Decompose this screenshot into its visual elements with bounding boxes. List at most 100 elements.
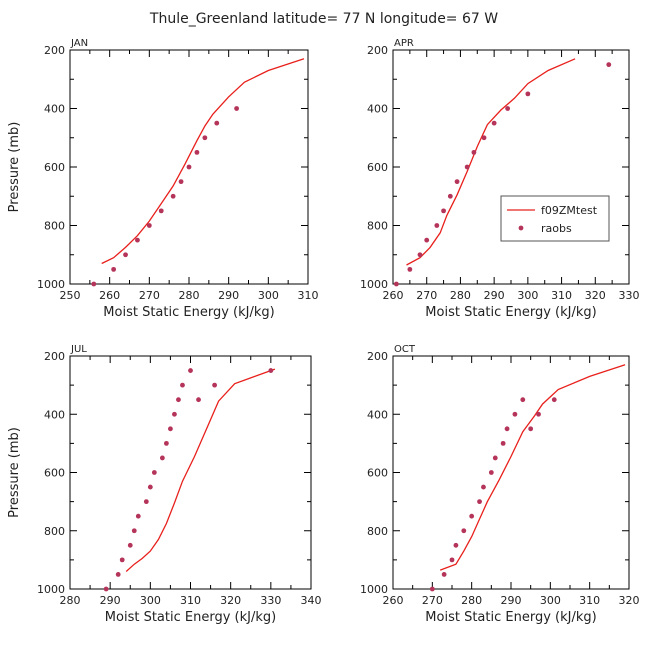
- x-tick-label: 300: [540, 594, 561, 607]
- x-tick-label: 320: [619, 594, 640, 607]
- plot-frame: [69, 355, 312, 590]
- panel-jul: 280 290 300 310 320 330 340 200 400 600 800 1000 JUL…: [7, 344, 322, 625]
- data-point-raobs: [454, 179, 460, 185]
- y-tick-label: 400: [44, 408, 65, 421]
- x-tick-label: 290: [218, 289, 239, 302]
- y-axis-label: Pressure (mb): [7, 122, 22, 213]
- y-tick-label: 800: [367, 220, 388, 233]
- data-point-raobs: [606, 62, 612, 68]
- x-axis-label: Moist Static Energy (kJ/kg): [425, 610, 596, 625]
- data-point-raobs: [164, 440, 169, 446]
- data-point-raobs: [135, 237, 140, 243]
- data-point-raobs: [111, 266, 117, 272]
- data-point-raobs: [186, 164, 192, 170]
- data-point-raobs: [393, 281, 399, 287]
- data-point-raobs: [441, 208, 446, 214]
- x-tick-label: 310: [551, 289, 572, 302]
- data-point-raobs: [504, 426, 510, 432]
- data-point-raobs: [464, 164, 470, 170]
- x-tick-label: 290: [100, 594, 121, 607]
- data-point-raobs: [520, 397, 526, 403]
- data-point-raobs: [424, 237, 430, 243]
- data-point-raobs: [429, 586, 435, 592]
- x-tick-label: 310: [180, 594, 201, 607]
- data-point-raobs: [551, 397, 557, 403]
- legend-box: [500, 195, 610, 242]
- y-tick-label: 200: [367, 350, 388, 363]
- y-tick-label: 200: [367, 44, 388, 57]
- y-tick-label: 1000: [37, 278, 65, 291]
- panel-jan: 250 260 270 280 290 300 310 200 400 600 800 1000 JAN…: [7, 38, 319, 320]
- data-point-raobs: [268, 368, 274, 373]
- data-point-raobs: [131, 528, 137, 534]
- data-point-raobs: [461, 528, 467, 534]
- y-tick-label: 1000: [360, 583, 388, 596]
- y-tick-label: 800: [44, 525, 65, 538]
- panel-label: APR: [394, 38, 414, 49]
- y-tick-label: 600: [44, 161, 65, 174]
- y-tick-label: 400: [367, 103, 388, 116]
- data-point-raobs: [168, 426, 173, 432]
- y-tick-label: 400: [367, 408, 388, 421]
- data-point-raobs: [471, 149, 477, 155]
- x-tick-label: 310: [298, 289, 319, 302]
- x-tick-label: 270: [422, 594, 443, 607]
- data-point-raobs: [505, 106, 511, 111]
- data-point-raobs: [407, 266, 413, 272]
- data-point-raobs: [488, 470, 494, 475]
- y-tick-label: 600: [44, 467, 65, 480]
- data-point-raobs: [194, 149, 200, 155]
- series-line-f09zmtest: [125, 368, 276, 572]
- y-tick-label: 600: [367, 467, 388, 480]
- data-point-raobs: [469, 513, 475, 519]
- data-point-raobs: [151, 470, 157, 475]
- x-tick-label: 280: [179, 289, 200, 302]
- x-tick-label: 300: [140, 594, 161, 607]
- panel-label: OCT: [394, 344, 416, 355]
- x-tick-label: 300: [517, 289, 538, 302]
- series-line-f09zmtest: [101, 58, 305, 265]
- y-tick-label: 600: [367, 161, 388, 174]
- data-point-raobs: [170, 193, 176, 199]
- x-tick-label: 290: [484, 289, 505, 302]
- x-axis-label: Moist Static Energy (kJ/kg): [103, 305, 274, 320]
- x-tick-label: 320: [585, 289, 606, 302]
- x-tick-label: 260: [383, 289, 404, 302]
- panels-group: 250 260 270 280 290 300 310 200 400 600 800 1000 JAN…: [7, 38, 640, 625]
- data-point-raobs: [127, 542, 133, 548]
- data-point-raobs: [178, 179, 184, 185]
- data-point-raobs: [188, 368, 193, 373]
- data-point-raobs: [481, 484, 486, 490]
- figure-title: Thule_Greenland latitude= 77 N longitude…: [149, 11, 498, 27]
- x-tick-label: 290: [501, 594, 522, 607]
- data-point-raobs: [512, 411, 518, 417]
- data-point-raobs: [143, 499, 149, 505]
- x-tick-label: 320: [220, 594, 241, 607]
- x-axis-label: Moist Static Energy (kJ/kg): [105, 610, 276, 625]
- panel-label: JAN: [70, 38, 88, 49]
- x-tick-label: 260: [99, 289, 120, 302]
- x-tick-label: 250: [60, 289, 81, 302]
- data-point-raobs: [477, 499, 482, 505]
- data-point-raobs: [135, 513, 141, 519]
- data-point-raobs: [180, 382, 185, 388]
- y-tick-label: 200: [44, 44, 65, 57]
- data-point-raobs: [500, 440, 506, 446]
- x-axis-label: Moist Static Energy (kJ/kg): [425, 305, 596, 320]
- legend-marker-swatch: [518, 225, 524, 231]
- data-point-raobs: [453, 542, 459, 548]
- panel-apr: 260 270 280 290 300 310 320 330 200 400 600 800 1000…: [360, 38, 640, 320]
- data-point-raobs: [441, 572, 447, 577]
- data-point-raobs: [481, 135, 487, 141]
- x-tick-label: 280: [450, 289, 471, 302]
- data-point-raobs: [528, 426, 534, 432]
- data-point-raobs: [434, 223, 440, 228]
- x-tick-label: 280: [60, 594, 81, 607]
- data-point-raobs: [492, 455, 498, 461]
- series-line-f09zmtest: [439, 364, 626, 571]
- x-tick-label: 300: [258, 289, 279, 302]
- y-tick-label: 800: [44, 220, 65, 233]
- data-point-raobs: [172, 411, 177, 417]
- data-point-raobs: [202, 135, 208, 141]
- legend-label: raobs: [541, 222, 572, 235]
